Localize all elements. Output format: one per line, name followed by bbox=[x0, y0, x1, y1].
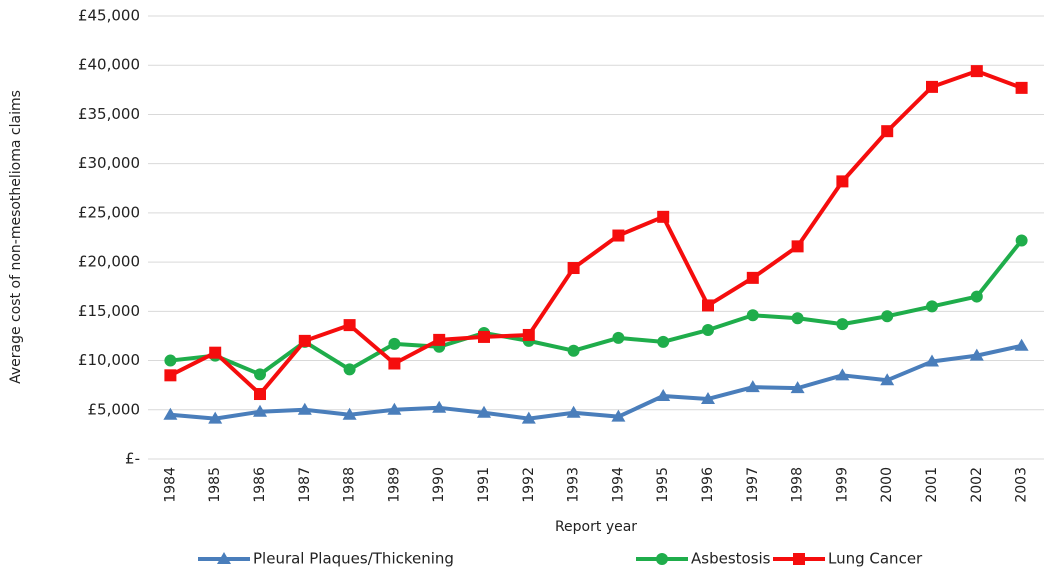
series-line bbox=[170, 343, 1023, 421]
x-tick-label: 1992 bbox=[521, 467, 537, 503]
series-line bbox=[169, 69, 1023, 397]
y-tick-label: £10,000 bbox=[78, 351, 140, 369]
y-tick-label: £15,000 bbox=[78, 302, 140, 320]
data-point bbox=[253, 404, 267, 417]
data-point bbox=[790, 381, 805, 394]
data-point bbox=[746, 271, 759, 284]
legend-marker bbox=[793, 553, 805, 565]
data-point bbox=[926, 300, 938, 313]
x-tick-label: 1993 bbox=[566, 467, 582, 503]
y-tick-label: £40,000 bbox=[78, 56, 140, 74]
data-point bbox=[612, 229, 625, 242]
data-point bbox=[970, 290, 983, 303]
y-tick-label: £45,000 bbox=[78, 7, 140, 25]
x-tick-label: 1991 bbox=[476, 467, 492, 503]
x-tick-label: 1987 bbox=[297, 467, 313, 503]
data-point bbox=[163, 407, 178, 420]
data-point bbox=[164, 354, 177, 367]
legend-marker bbox=[217, 552, 231, 564]
data-point bbox=[791, 312, 804, 325]
data-point bbox=[566, 405, 581, 418]
data-point bbox=[657, 210, 670, 223]
y-tick-label: £20,000 bbox=[78, 253, 140, 271]
x-tick-label: 1989 bbox=[386, 467, 402, 503]
x-tick-label: 1984 bbox=[162, 467, 178, 503]
x-tick-label: 1990 bbox=[431, 467, 447, 503]
y-tick-label: £35,000 bbox=[78, 105, 140, 123]
data-point bbox=[791, 240, 804, 253]
data-point bbox=[880, 373, 895, 386]
data-point bbox=[611, 409, 626, 422]
data-point bbox=[521, 411, 536, 424]
x-tick-label: 1999 bbox=[834, 467, 850, 503]
y-tick-label: £- bbox=[125, 450, 140, 468]
data-point bbox=[746, 309, 759, 322]
legend-marker bbox=[656, 553, 668, 565]
data-point bbox=[835, 368, 850, 381]
x-tick-label: 1988 bbox=[342, 467, 358, 503]
data-point bbox=[388, 337, 401, 350]
x-tick-label: 1986 bbox=[252, 467, 268, 503]
x-tick-label: 2000 bbox=[879, 467, 895, 503]
data-point bbox=[702, 299, 714, 312]
data-point bbox=[1015, 234, 1028, 247]
data-point bbox=[567, 344, 580, 357]
data-point bbox=[925, 354, 939, 367]
data-point bbox=[343, 363, 356, 376]
data-point bbox=[836, 175, 849, 188]
data-point bbox=[522, 328, 535, 341]
data-point bbox=[297, 402, 312, 415]
data-point bbox=[164, 369, 177, 382]
data-point bbox=[433, 333, 446, 346]
data-point bbox=[970, 65, 983, 78]
x-tick-label: 2002 bbox=[969, 467, 985, 503]
x-tick-label: 1985 bbox=[207, 467, 223, 503]
data-point bbox=[254, 368, 266, 381]
y-tick-label: £25,000 bbox=[78, 203, 140, 221]
x-tick-label: 1994 bbox=[610, 467, 626, 503]
data-point bbox=[1014, 338, 1029, 351]
data-point bbox=[567, 262, 580, 275]
x-tick-label: 2003 bbox=[1014, 467, 1030, 503]
data-point bbox=[656, 388, 671, 401]
data-point bbox=[208, 411, 223, 424]
data-point bbox=[387, 402, 402, 415]
y-axis-title: Average cost of non-mesothelioma claims bbox=[8, 90, 24, 384]
data-point bbox=[388, 357, 401, 370]
data-point bbox=[254, 388, 266, 401]
data-point bbox=[657, 335, 670, 348]
data-point bbox=[881, 125, 894, 138]
y-tick-label: £30,000 bbox=[78, 154, 140, 172]
legend-label: Lung Cancer bbox=[828, 550, 923, 568]
data-point bbox=[343, 319, 356, 332]
series-line bbox=[170, 239, 1024, 377]
x-tick-label: 1995 bbox=[655, 467, 671, 503]
x-axis-title: Report year bbox=[555, 519, 637, 535]
x-tick-label: 1996 bbox=[700, 467, 716, 503]
data-point bbox=[1015, 81, 1028, 94]
data-point bbox=[432, 400, 447, 413]
data-point bbox=[612, 331, 625, 344]
x-tick-label: 1997 bbox=[745, 467, 761, 503]
legend-label: Pleural Plaques/Thickening bbox=[253, 550, 454, 568]
data-point bbox=[342, 407, 357, 420]
data-point bbox=[701, 391, 715, 404]
data-point bbox=[478, 330, 490, 343]
data-point bbox=[298, 334, 311, 347]
y-tick-label: £5,000 bbox=[88, 400, 141, 418]
x-tick-label: 2001 bbox=[924, 467, 940, 503]
data-point bbox=[209, 346, 222, 359]
data-point bbox=[836, 318, 849, 331]
data-point bbox=[969, 348, 984, 361]
data-point bbox=[477, 405, 491, 418]
data-point bbox=[702, 324, 714, 337]
data-point bbox=[881, 310, 894, 323]
data-point bbox=[745, 380, 760, 393]
legend-label: Asbestosis bbox=[691, 550, 771, 568]
x-tick-label: 1998 bbox=[790, 467, 806, 503]
data-point bbox=[926, 80, 938, 93]
